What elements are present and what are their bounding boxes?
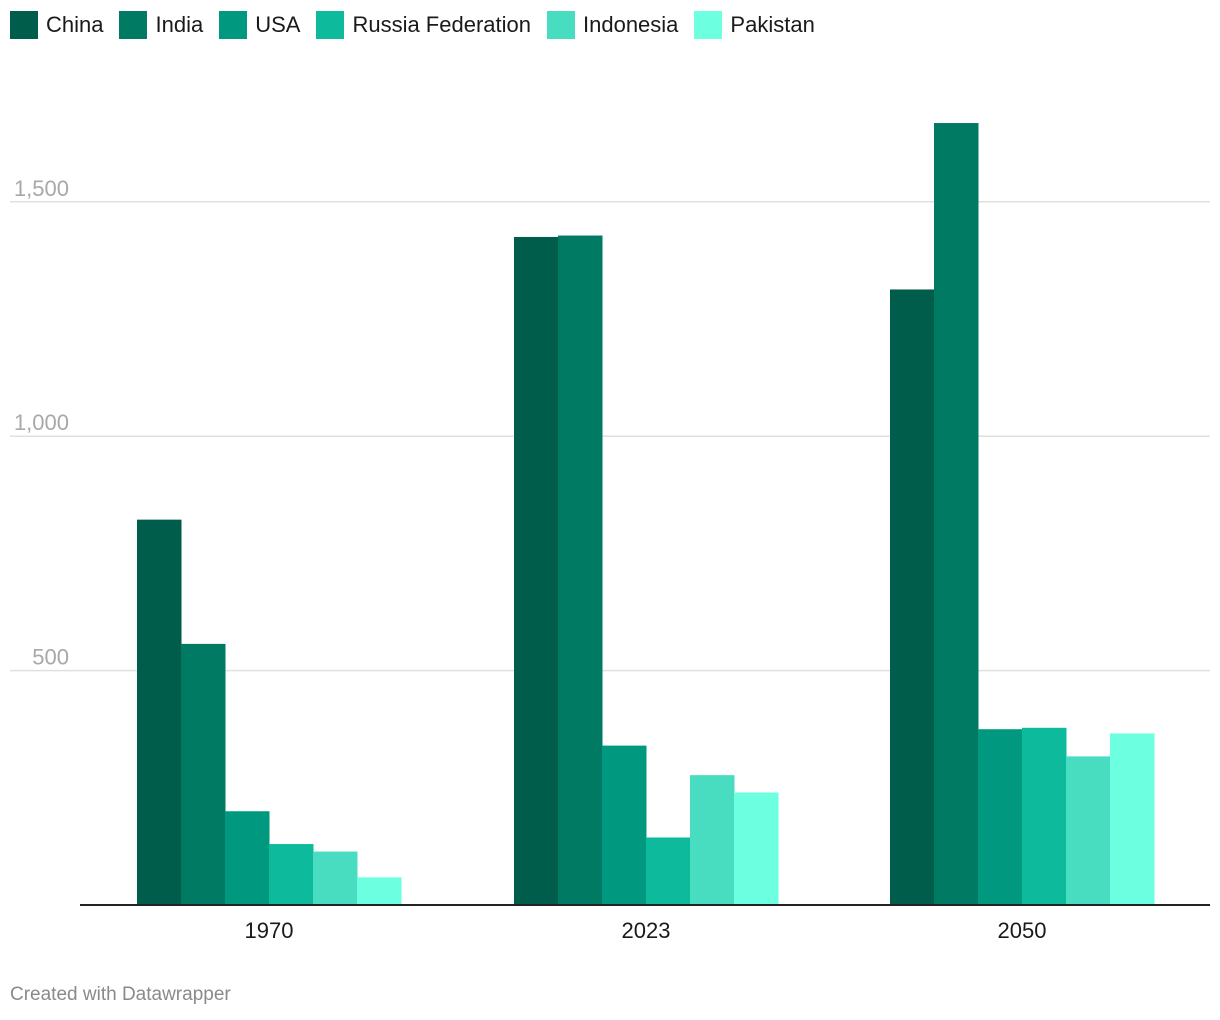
legend-label: Russia Federation xyxy=(352,12,531,37)
legend-swatch xyxy=(219,11,248,39)
legend-item: China xyxy=(10,11,103,39)
bar-usa-2023 xyxy=(602,745,647,905)
bar-chart: 500 1,000 1,500 1970 2023 2050 xyxy=(10,123,1210,943)
legend-label: China xyxy=(46,12,104,37)
bar-china-2023 xyxy=(514,236,559,905)
chart-legend: China India USA Russia Federation Indonesia P… xyxy=(10,11,831,39)
bar-china-1970 xyxy=(137,519,182,905)
bar-pakistan-1970 xyxy=(357,877,402,905)
legend-swatch xyxy=(119,11,148,39)
legend-item: USA xyxy=(219,11,300,39)
bar-indonesia-2050 xyxy=(1066,756,1111,905)
legend-label: Indonesia xyxy=(583,12,679,37)
legend-swatch xyxy=(547,11,575,39)
legend-swatch xyxy=(316,11,345,39)
legend-swatch xyxy=(694,11,723,39)
legend-item: India xyxy=(119,11,203,39)
y-tick-label: 500 xyxy=(32,645,69,670)
bar-pakistan-2050 xyxy=(1110,733,1155,905)
bar-usa-1970 xyxy=(225,811,270,905)
bar-india-2023 xyxy=(558,235,603,906)
legend-item: Pakistan xyxy=(694,11,815,39)
footer-credit: Created with Datawrapper xyxy=(10,984,231,1005)
bar-russia-federation-2023 xyxy=(646,837,691,905)
bar-indonesia-1970 xyxy=(313,851,358,905)
x-tick-label: 1970 xyxy=(245,918,294,943)
bar-usa-2050 xyxy=(978,729,1023,905)
bar-indonesia-2023 xyxy=(690,775,735,905)
bar-pakistan-2023 xyxy=(734,792,779,905)
bar-india-1970 xyxy=(181,643,226,905)
x-tick-label: 2023 xyxy=(622,918,671,943)
legend-item: Indonesia xyxy=(547,11,678,39)
y-tick-label: 1,000 xyxy=(14,410,69,435)
legend-label: India xyxy=(155,12,204,37)
legend-label: Pakistan xyxy=(730,12,815,37)
legend-item: Russia Federation xyxy=(316,11,531,39)
x-tick-label: 2050 xyxy=(998,918,1047,943)
bar-russia-federation-2050 xyxy=(1022,727,1067,905)
legend-swatch xyxy=(10,11,38,39)
bar-china-2050 xyxy=(890,289,935,906)
bar-india-2050 xyxy=(934,123,979,905)
y-tick-label: 1,500 xyxy=(14,176,69,201)
bar-russia-federation-1970 xyxy=(269,844,314,905)
legend-label: USA xyxy=(255,12,301,37)
